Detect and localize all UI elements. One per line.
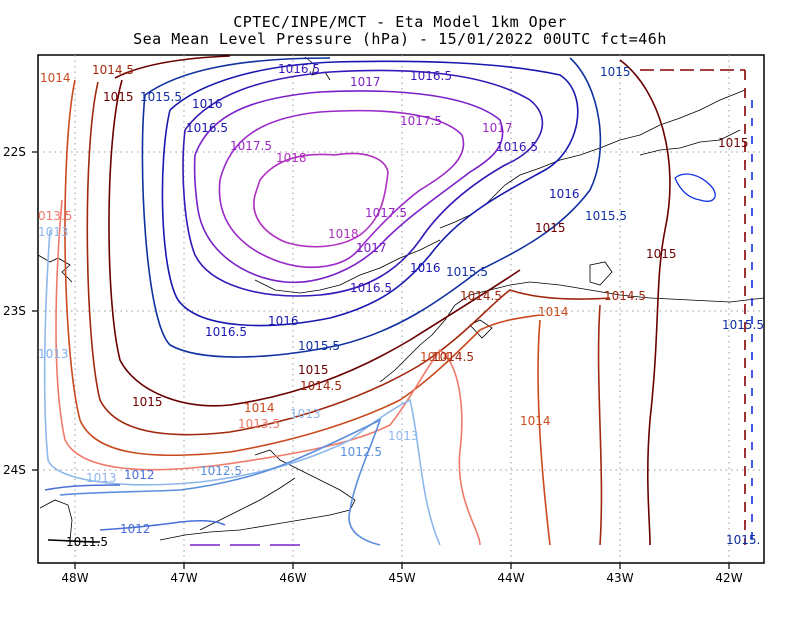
x-tick-label: 42W — [715, 571, 742, 585]
contour-label: 1015 — [600, 65, 631, 79]
contour-label: 1017.5 — [365, 206, 407, 220]
isobar-1013.5 — [55, 199, 481, 546]
contour-label: 1013 — [86, 471, 117, 485]
contour-label: 1014 — [244, 401, 275, 415]
isobar-1013 — [43, 229, 441, 546]
contour-label: 1015.5 — [446, 265, 488, 279]
contour-label: 1014 — [538, 305, 569, 319]
isobar-1011.5 — [47, 539, 101, 543]
y-tick-label: 23S — [3, 304, 26, 318]
contour-label: 1015 — [132, 395, 163, 409]
contour-label: 1017 — [482, 121, 513, 135]
contour-label: 1018 — [276, 151, 307, 165]
contour-label: 1013 — [38, 347, 69, 361]
contour-label: 1015.5 — [722, 318, 764, 332]
x-tick-label: 47W — [170, 571, 197, 585]
contour-label: 1014.5 — [92, 63, 134, 77]
contour-label: 1012 — [124, 468, 155, 482]
contour-label: 1015 — [646, 247, 677, 261]
map-title-line-1: CPTEC/INPE/MCT - Eta Model 1km Oper — [233, 13, 567, 31]
contour-label: 1016 — [549, 187, 580, 201]
map-title-line-2: Sea Mean Level Pressure (hPa) - 15/01/20… — [133, 30, 667, 48]
contour-label: 1016.5 — [496, 140, 538, 154]
grid-lines — [38, 55, 764, 563]
isobar-1012 — [44, 484, 226, 531]
x-tick-labels: 48W 47W 46W 45W 44W 43W 42W — [61, 571, 742, 585]
y-tick-labels: 22S 23S 24S — [3, 145, 26, 477]
contour-label: 1016.5 — [278, 62, 320, 76]
contour-label: 1012.5 — [200, 464, 242, 478]
contour-label: 1014.5 — [604, 289, 646, 303]
x-tick-label: 43W — [606, 571, 633, 585]
contour-label: 1015 — [718, 136, 749, 150]
y-tick-label: 22S — [3, 145, 26, 159]
contour-label: 1016.5 — [410, 69, 452, 83]
contour-label: 1014 — [40, 71, 71, 85]
contour-label: 1017 — [356, 241, 387, 255]
contour-label: 1015 — [103, 90, 134, 104]
contour-label: 1016.5 — [350, 281, 392, 295]
contour-label: 1015.5 — [140, 90, 182, 104]
contour-label: 1015. — [726, 533, 760, 547]
contour-label: 1013 — [290, 407, 321, 421]
contour-label: 1015 — [535, 221, 566, 235]
isobar-1015 — [108, 55, 671, 546]
isobars — [43, 55, 753, 546]
contour-label: 1013 — [38, 225, 69, 239]
contour-label: 1013.5 — [238, 417, 280, 431]
x-tick-label: 48W — [61, 571, 88, 585]
isobar-1014 — [64, 79, 551, 546]
map-frame — [37, 54, 765, 564]
contour-label: 1014.5 — [432, 350, 474, 364]
island-blue — [674, 173, 716, 202]
contour-label: 1017.5 — [400, 114, 442, 128]
isobar-1015.5 — [141, 57, 602, 358]
contour-label: 1016.5 — [186, 121, 228, 135]
contour-label: 1014.5 — [300, 379, 342, 393]
contour-label: 1017.5 — [230, 139, 272, 153]
contour-label: 1017 — [350, 75, 381, 89]
contour-label: 1013 — [38, 347, 69, 361]
contour-label: 1016.5 — [205, 325, 247, 339]
axis-ticks — [32, 151, 730, 569]
contour-label: 1014.5 — [460, 289, 502, 303]
isobar-1014.5 — [86, 81, 611, 546]
contour-label: 1016 — [410, 261, 441, 275]
contour-label: 1012.5 — [340, 445, 382, 459]
x-tick-label: 45W — [388, 571, 415, 585]
contour-label: 1015.5 — [298, 339, 340, 353]
isobar-1016 — [161, 60, 579, 327]
contour-label: 1013 — [388, 429, 419, 443]
x-tick-label: 46W — [279, 571, 306, 585]
contour-label: 1016 — [192, 97, 223, 111]
contour-label: 013.5 — [38, 209, 72, 223]
contour-label: 1015 — [298, 363, 329, 377]
contour-label: 1014 — [420, 350, 451, 364]
x-tick-label: 44W — [497, 571, 524, 585]
isobar-1012.5 — [59, 418, 382, 546]
contour-label: 1015.5 — [585, 209, 627, 223]
contour-label: 1018 — [328, 227, 359, 241]
isobar-1017 — [193, 90, 504, 284]
isobar-1017.5 — [218, 109, 465, 268]
contour-label: 1012 — [120, 522, 151, 536]
contour-label: 1016 — [268, 314, 299, 328]
y-tick-label: 24S — [3, 463, 26, 477]
isobar-1018 — [253, 152, 389, 248]
contour-label: 1014 — [520, 414, 551, 428]
contour-label: 1011.5 — [66, 535, 108, 549]
isobar-1016.5 — [182, 69, 544, 297]
